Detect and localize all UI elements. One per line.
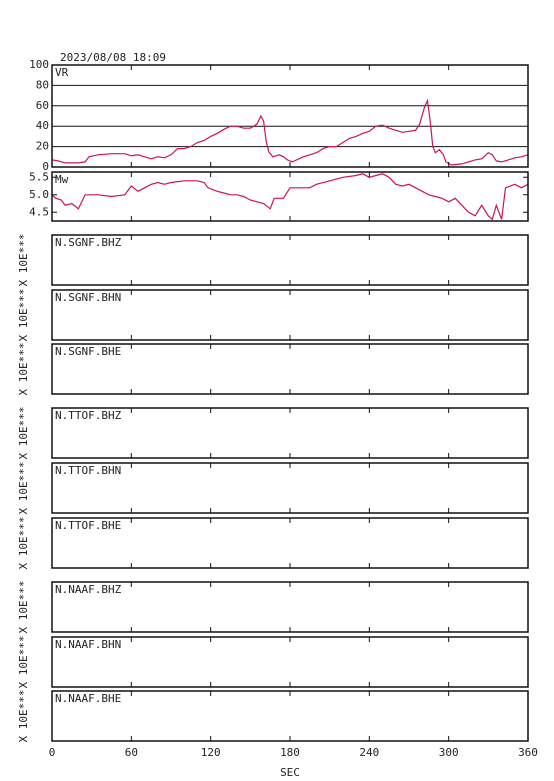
station-panel	[51, 517, 529, 569]
station-panel	[51, 343, 529, 395]
station-y-label: X 10E***	[17, 343, 30, 396]
station-y-label: X 10E***	[17, 517, 30, 570]
y-tick-label: 4.5	[29, 205, 49, 218]
x-tick-label: 240	[359, 746, 379, 759]
y-tick-label: 20	[36, 140, 49, 153]
x-tick-label: 360	[518, 746, 538, 759]
x-tick-label: 120	[201, 746, 221, 759]
station-panel	[51, 636, 529, 688]
station-panel	[51, 462, 529, 514]
station-y-label: X 10E***	[17, 289, 30, 342]
station-label: N.NAAF.BHN	[55, 638, 121, 651]
y-tick-label: 5.5	[29, 170, 49, 183]
y-tick-label: 40	[36, 119, 49, 132]
panel-frame	[51, 171, 529, 222]
station-y-label: X 10E***	[17, 636, 30, 689]
station-panel	[51, 407, 529, 459]
station-label: N.SGNF.BHN	[55, 291, 121, 304]
station-panel	[51, 690, 529, 742]
station-y-label: X 10E***	[17, 462, 30, 515]
y-tick-label: 0	[42, 160, 49, 173]
station-label: N.NAAF.BHE	[55, 692, 121, 705]
x-tick-label: 300	[439, 746, 459, 759]
data-line	[51, 173, 529, 221]
station-y-label: X 10E***	[17, 690, 30, 743]
station-label: N.TTOF.BHE	[55, 519, 121, 532]
station-y-label: X 10E***	[17, 407, 30, 460]
x-tick-label: 60	[125, 746, 138, 759]
station-y-label: X 10E***	[17, 234, 30, 287]
station-label: N.SGNF.BHE	[55, 345, 121, 358]
station-label: N.NAAF.BHZ	[55, 583, 122, 596]
station-panel	[51, 581, 529, 633]
x-tick-label: 180	[280, 746, 300, 759]
station-label: N.TTOF.BHZ	[55, 409, 122, 422]
station-panel	[51, 234, 529, 286]
station-panel	[51, 289, 529, 341]
station-y-label: X 10E***	[17, 581, 30, 634]
x-tick-label: 0	[49, 746, 56, 759]
panel-label: Mw	[55, 173, 69, 186]
y-tick-label: 5.0	[29, 188, 49, 201]
y-tick-label: 100	[29, 58, 49, 71]
station-label: N.TTOF.BHN	[55, 464, 121, 477]
station-label: N.SGNF.BHZ	[55, 236, 122, 249]
x-axis-label: SEC	[280, 766, 300, 779]
title: 2023/08/08 18:09	[60, 51, 166, 64]
y-tick-label: 60	[36, 99, 49, 112]
y-tick-label: 80	[36, 78, 49, 91]
panel-label: VR	[55, 66, 69, 79]
panel-frame	[51, 64, 529, 168]
data-line	[51, 98, 529, 166]
